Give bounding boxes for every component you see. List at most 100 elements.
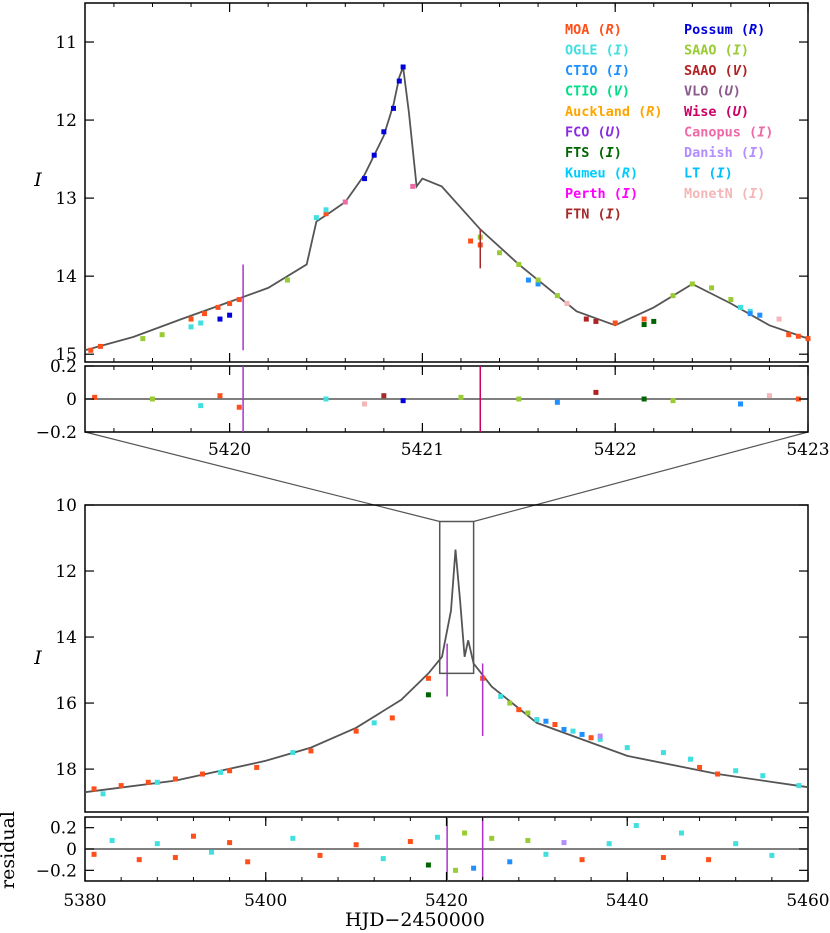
- legend-close: ): [630, 166, 638, 182]
- legend-entry-3: CTIO (V): [565, 84, 630, 100]
- legend-instrument: Possum (: [684, 22, 749, 38]
- residual-point-1-2: [198, 403, 204, 409]
- residual-point-3-10: [317, 852, 323, 858]
- legend-instrument: MOA (: [565, 22, 606, 38]
- y-tick-label-0-4: 15: [55, 345, 77, 365]
- data-point-0-6-0: [641, 322, 647, 328]
- y-tick-label-2-4: 18: [55, 760, 77, 780]
- legend-instrument: SAAO (: [684, 63, 733, 79]
- residual-point-1-17: [795, 396, 801, 402]
- legend-instrument: CTIO (: [565, 63, 614, 79]
- residual-point-1-9: [458, 394, 464, 400]
- legend-close: ): [614, 207, 622, 223]
- residual-point-1-4: [236, 404, 242, 410]
- zoom-box: [438, 520, 475, 675]
- legend-instrument: VLO (: [684, 84, 725, 100]
- data-point-0-6-1: [651, 318, 657, 324]
- data-point-2-0-14: [588, 735, 594, 741]
- residual-point-3-25: [606, 841, 612, 847]
- residual-point-3-3: [154, 841, 160, 847]
- residual-point-1-8: [400, 398, 406, 404]
- legend-entry-15: Canopus (I): [684, 125, 773, 141]
- residual-point-3-23: [561, 840, 567, 846]
- residual-point-3-27: [660, 855, 666, 861]
- data-point-2-0-12: [516, 707, 522, 713]
- residual-point-1-10: [516, 396, 522, 402]
- y-tick-label-2-1: 12: [55, 562, 77, 582]
- data-point-0-3-2: [362, 176, 368, 182]
- data-point-0-4-8: [670, 293, 676, 299]
- zoom-connector-lines: [84, 431, 809, 523]
- legend-close: ): [614, 125, 622, 141]
- data-point-2-1-13: [760, 773, 766, 779]
- residual-point-3-8: [245, 859, 251, 865]
- data-point-0-2-2: [747, 311, 753, 317]
- data-point-2-1-7: [570, 728, 576, 734]
- data-point-0-7-0: [342, 199, 348, 205]
- legend-close: ): [757, 186, 765, 202]
- legend-instrument: FCO (: [565, 125, 606, 141]
- x-axis-title: HJD−2450000: [345, 909, 485, 931]
- x-tick-label-1-1: 5421: [401, 440, 444, 460]
- data-point-2-1-11: [688, 756, 694, 762]
- residual-point-1-14: [670, 398, 676, 404]
- y-tick-label-3-1: 0: [66, 840, 77, 860]
- data-point-0-1-4: [738, 304, 744, 310]
- data-point-0-1-2: [313, 215, 319, 221]
- data-point-2-1-3: [290, 750, 296, 756]
- data-point-2-0-13: [552, 722, 558, 728]
- residual-point-1-6: [362, 401, 368, 407]
- legend-close: ): [741, 104, 749, 120]
- data-point-2-3-2: [579, 731, 585, 737]
- data-point-2-1-1: [154, 779, 160, 785]
- legend-band: I: [614, 43, 622, 59]
- data-point-0-0-10: [612, 320, 618, 326]
- data-point-2-4-0: [597, 733, 603, 739]
- legend-entry-8: Perth (I): [565, 186, 638, 202]
- data-point-0-1-1: [198, 320, 204, 326]
- legend-close: ): [654, 104, 662, 120]
- y-tick-label-0-3: 14: [55, 267, 77, 287]
- residual-point-3-22: [543, 851, 549, 857]
- legend-band: I: [757, 125, 765, 141]
- legend-band: R: [646, 104, 654, 120]
- legend-band: U: [725, 84, 734, 100]
- residual-point-1-5: [323, 396, 329, 402]
- residual-point-3-30: [733, 841, 739, 847]
- legend-instrument: Kumeu (: [565, 166, 622, 182]
- x-tick-label-1-2: 5422: [594, 440, 637, 460]
- y-tick-label-1-2: −0.2: [36, 423, 77, 443]
- data-point-0-3-4: [381, 129, 387, 135]
- residual-point-1-13: [641, 396, 647, 402]
- data-point-0-8-1: [776, 316, 782, 322]
- data-point-2-0-7: [308, 748, 314, 754]
- data-point-0-4-7: [554, 293, 560, 299]
- data-point-0-0-1: [97, 343, 103, 349]
- legend-close: ): [622, 63, 630, 79]
- residual-point-3-4: [172, 855, 178, 861]
- residual-point-3-14: [425, 862, 431, 868]
- data-point-0-0-4: [215, 304, 221, 310]
- legend-entry-11: SAAO (I): [684, 43, 749, 59]
- data-point-2-2-1: [525, 710, 531, 716]
- residual-point-1-0: [92, 394, 98, 400]
- data-point-0-0-3: [202, 311, 208, 317]
- data-point-2-0-9: [389, 715, 395, 721]
- data-point-0-5-1: [593, 318, 599, 324]
- legend-close: ): [630, 186, 638, 202]
- data-point-0-0-12: [786, 332, 792, 338]
- legend-band: I: [717, 166, 725, 182]
- residual-point-3-31: [769, 852, 775, 858]
- y-axis-title-zoom: I: [33, 169, 42, 191]
- data-point-0-0-2: [188, 316, 194, 322]
- legend-band: I: [606, 145, 614, 161]
- data-point-0-4-4: [497, 250, 503, 256]
- zoom-connector-right: [473, 431, 809, 523]
- legend-entry-14: Wise (U): [684, 104, 749, 120]
- legend-close: ): [741, 63, 749, 79]
- residual-point-3-17: [462, 830, 468, 836]
- residual-point-3-24: [579, 857, 585, 863]
- residual-point-1-11: [554, 399, 560, 405]
- legend-band: I: [749, 145, 757, 161]
- data-point-0-1-0: [188, 324, 194, 330]
